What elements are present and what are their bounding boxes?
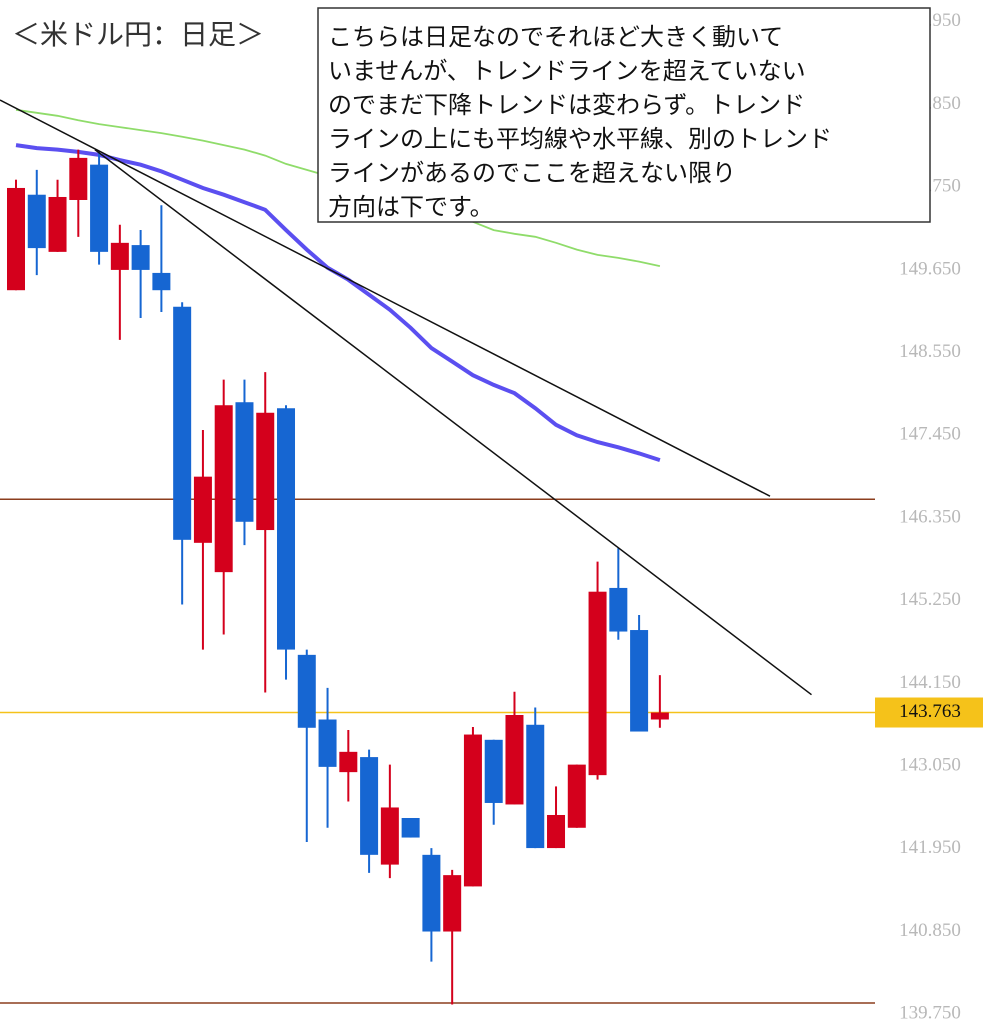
- candle-body: [256, 412, 275, 531]
- candle-body: [297, 654, 316, 728]
- note-line: 方向は下です。: [328, 193, 494, 221]
- candle-body: [152, 272, 171, 291]
- candle-body: [235, 402, 254, 522]
- candle-body: [609, 587, 628, 632]
- y-tick-label: 144.150: [899, 672, 961, 693]
- y-tick-label: 139.750: [899, 1003, 961, 1024]
- y-tick-label: 147.450: [899, 424, 961, 445]
- candle-body: [110, 242, 129, 270]
- candle-body: [526, 724, 545, 849]
- candle-body: [443, 875, 462, 932]
- candle-body: [339, 751, 358, 773]
- candle-body: [505, 714, 524, 805]
- y-tick-label: 148.550: [899, 341, 961, 362]
- trend-line: [0, 99, 771, 497]
- candle-body: [214, 405, 233, 573]
- y-tick-label: 141.950: [899, 837, 961, 858]
- candle-body: [173, 306, 192, 540]
- candle-body: [27, 194, 46, 249]
- candle-body: [422, 854, 441, 932]
- candle-body: [69, 157, 88, 200]
- y-tick-label: 140.850: [899, 920, 961, 941]
- note-line: ラインの上にも平均線や水平線、別のトレンド: [328, 125, 832, 153]
- candle-body: [131, 245, 150, 270]
- candle-body: [48, 196, 67, 252]
- y-tick-label: 145.250: [899, 589, 961, 610]
- candle-body: [360, 757, 379, 855]
- current-price-badge: [875, 697, 983, 728]
- y-tick-label: 149.650: [899, 258, 961, 279]
- candle-body: [380, 807, 399, 865]
- candle-body: [318, 719, 337, 767]
- candle-body: [90, 164, 109, 252]
- y-tick-label: 143.050: [899, 754, 961, 775]
- candle-body: [401, 817, 420, 838]
- note-box: こちらは日足なのでそれほど大きく動いていませんが、トレンドラインを超えていないの…: [317, 7, 931, 223]
- note-line: いませんが、トレンドラインを超えていない: [328, 57, 806, 85]
- candle-body: [567, 764, 586, 828]
- candle-body: [463, 734, 482, 887]
- trend-line: [94, 149, 812, 696]
- note-line: のでまだ下降トレンドは変わらず。トレンド: [328, 91, 805, 119]
- candle-body: [7, 187, 25, 291]
- plot: 139.750 140.850 141.950 143.050 144.150 145.2…: [0, 10, 983, 1024]
- current-price-label: 143.763: [899, 701, 961, 722]
- candle-body: [630, 630, 649, 732]
- candle-body: [484, 739, 503, 803]
- candle-body: [588, 591, 607, 776]
- y-tick-label: 146.350: [899, 506, 961, 527]
- candle-body: [547, 814, 566, 849]
- note-line: こちらは日足なのでそれほど大きく動いて: [328, 23, 783, 51]
- note-line: ラインがあるのでここを超えない限り: [328, 159, 736, 187]
- candle-body: [277, 408, 296, 650]
- candle-body: [650, 712, 669, 720]
- candle-body: [193, 476, 212, 543]
- note-frame: [317, 7, 931, 223]
- chart-title: ＜米ドル円：日足＞: [12, 18, 264, 51]
